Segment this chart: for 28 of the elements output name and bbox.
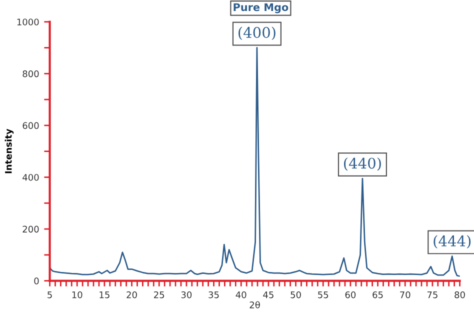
annotation: (444) xyxy=(434,235,471,248)
x-tick-label: 80 xyxy=(454,291,465,298)
x-tick-label: 40 xyxy=(236,291,246,298)
y-tick-label: 0 xyxy=(34,278,39,284)
x-tick-label: 35 xyxy=(208,291,219,298)
y-axis-title: Intensity xyxy=(4,128,14,174)
x-tick-label: 5 xyxy=(48,291,52,298)
annotation: (440) xyxy=(344,157,381,171)
x-tick-label: 30 xyxy=(181,291,192,298)
x-tick-label: 10 xyxy=(72,291,82,298)
x-tick-label: 65 xyxy=(372,291,383,298)
y-tick-label: 400 xyxy=(22,174,39,181)
x-tick-label: 55 xyxy=(318,291,328,298)
chart-title: Pure Mgo xyxy=(234,3,288,14)
x-tick-label: 50 xyxy=(290,291,301,298)
y-tick-label: 600 xyxy=(22,122,39,129)
x-tick-label: 25 xyxy=(154,291,164,298)
x-tick-label: 60 xyxy=(345,291,356,298)
y-tick-label: 800 xyxy=(22,70,39,78)
y-tick-label: 1000 xyxy=(17,18,39,26)
y-tick-label: 200 xyxy=(22,226,39,233)
x-tick-label: 45 xyxy=(263,291,274,298)
x-axis-title: 2θ xyxy=(250,301,260,308)
annotation: (400) xyxy=(238,26,276,40)
x-tick-label: 75 xyxy=(427,291,438,298)
x-tick-label: 20 xyxy=(126,291,137,298)
x-tick-label: 15 xyxy=(100,291,110,298)
x-tick-label: 70 xyxy=(400,291,410,298)
